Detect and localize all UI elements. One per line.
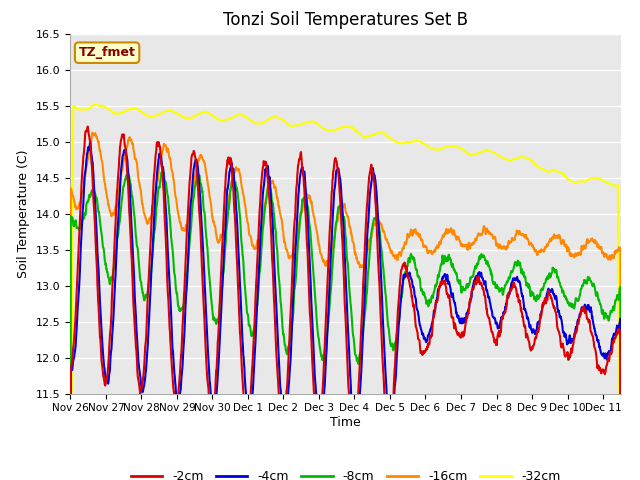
- X-axis label: Time: Time: [330, 416, 361, 429]
- Y-axis label: Soil Temperature (C): Soil Temperature (C): [17, 149, 30, 278]
- Text: TZ_fmet: TZ_fmet: [79, 46, 136, 59]
- Title: Tonzi Soil Temperatures Set B: Tonzi Soil Temperatures Set B: [223, 11, 468, 29]
- Legend: -2cm, -4cm, -8cm, -16cm, -32cm: -2cm, -4cm, -8cm, -16cm, -32cm: [126, 465, 565, 480]
